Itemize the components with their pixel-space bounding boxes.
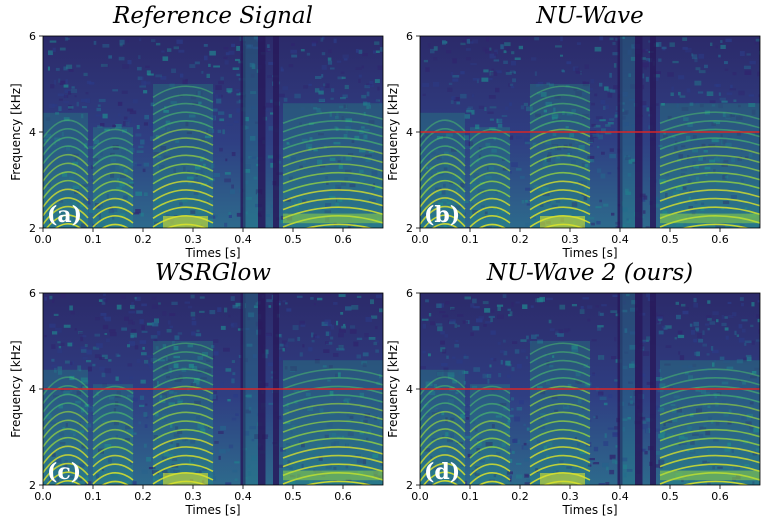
panel-letter: (c) [47,459,81,485]
x-tick-label: 0.3 [561,490,579,503]
x-tick-label: 0.5 [284,490,302,503]
y-axis-label: Frequency [kHz] [9,83,23,180]
x-tick-label: 0.4 [611,490,629,503]
x-tick-label: 0.0 [34,233,52,246]
y-tick-label: 2 [29,479,36,492]
spectrogram-3 [43,293,387,499]
y-tick-label: 6 [406,287,413,300]
x-tick-label: 0.4 [234,233,252,246]
x-tick-label: 0.3 [184,490,202,503]
x-tick-label: 0.0 [34,490,52,503]
x-tick-label: 0.2 [511,233,529,246]
panel-3: 0.0 0.1 0.2 0.3 0.4 0.5 0.6 2 4 6 Times [s] Frequen… [9,287,387,517]
spectrogram-1 [43,36,388,242]
x-tick-label: 0.4 [234,490,252,503]
y-tick-label: 2 [29,222,36,235]
spectrogram-4 [420,293,764,499]
x-tick-label: 0.6 [711,233,729,246]
spectrogram-2 [420,36,764,242]
y-tick-label: 6 [29,30,36,43]
panel-title: NU-Wave [536,3,644,29]
x-tick-label: 0.3 [184,233,202,246]
x-tick-label: 0.1 [461,233,479,246]
x-tick-label: 0.5 [284,233,302,246]
x-tick-label: 0.5 [661,233,679,246]
x-tick-label: 0.1 [84,233,102,246]
y-axis-label: Frequency [kHz] [386,83,400,180]
panel-letter: (b) [424,202,460,228]
panel-2: 0.0 0.1 0.2 0.3 0.4 0.5 0.6 2 4 6 Times [s] Frequen… [386,30,764,260]
y-tick-label: 4 [406,383,413,396]
y-tick-label: 4 [29,126,36,139]
panel-1: 0.0 0.1 0.2 0.3 0.4 0.5 0.6 2 4 6 Times [s] Frequen… [9,30,388,260]
x-tick-label: 0.0 [411,490,429,503]
x-tick-label: 0.5 [661,490,679,503]
y-axis-label: Frequency [kHz] [386,340,400,437]
panel-title: NU-Wave 2 (ours) [487,260,693,286]
panel-letter: (a) [47,202,82,228]
panel-title: Reference Signal [113,3,313,29]
y-tick-label: 4 [29,383,36,396]
x-tick-label: 0.2 [511,490,529,503]
y-tick-label: 2 [406,222,413,235]
x-tick-label: 0.1 [84,490,102,503]
x-axis-label: Times [s] [184,503,240,517]
x-tick-label: 0.4 [611,233,629,246]
x-tick-label: 0.2 [134,490,152,503]
y-tick-label: 6 [406,30,413,43]
x-tick-label: 0.6 [334,233,352,246]
x-axis-label: Times [s] [184,246,240,260]
panel-letter: (d) [424,459,460,485]
x-tick-label: 0.3 [561,233,579,246]
x-tick-label: 0.6 [334,490,352,503]
panel-title: WSRGlow [155,260,271,286]
x-axis-label: Times [s] [561,246,617,260]
y-tick-label: 4 [406,126,413,139]
y-tick-label: 6 [29,287,36,300]
x-tick-label: 0.0 [411,233,429,246]
y-axis-label: Frequency [kHz] [9,340,23,437]
y-tick-label: 2 [406,479,413,492]
x-tick-label: 0.2 [134,233,152,246]
x-axis-label: Times [s] [561,503,617,517]
panel-4: 0.0 0.1 0.2 0.3 0.4 0.5 0.6 2 4 6 Times [s] Frequen… [386,287,764,517]
x-tick-label: 0.6 [711,490,729,503]
x-tick-label: 0.1 [461,490,479,503]
